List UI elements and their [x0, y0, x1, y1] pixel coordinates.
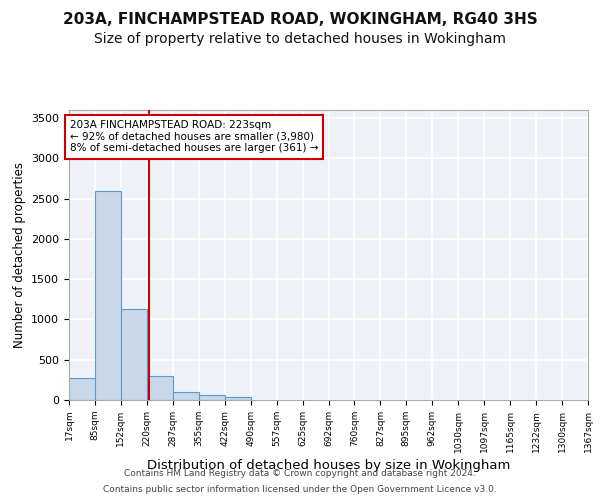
- Text: 203A FINCHAMPSTEAD ROAD: 223sqm
← 92% of detached houses are smaller (3,980)
8% : 203A FINCHAMPSTEAD ROAD: 223sqm ← 92% of…: [70, 120, 318, 154]
- Y-axis label: Number of detached properties: Number of detached properties: [13, 162, 26, 348]
- Text: Size of property relative to detached houses in Wokingham: Size of property relative to detached ho…: [94, 32, 506, 46]
- Bar: [147, 376, 173, 400]
- Bar: [69, 378, 95, 400]
- X-axis label: Distribution of detached houses by size in Wokingham: Distribution of detached houses by size …: [147, 459, 510, 472]
- Bar: [199, 395, 225, 400]
- Bar: [225, 397, 251, 400]
- Text: Contains HM Land Registry data © Crown copyright and database right 2024.: Contains HM Land Registry data © Crown c…: [124, 468, 476, 477]
- Text: Contains public sector information licensed under the Open Government Licence v3: Contains public sector information licen…: [103, 485, 497, 494]
- Bar: [173, 392, 199, 400]
- Bar: [121, 309, 147, 400]
- Text: 203A, FINCHAMPSTEAD ROAD, WOKINGHAM, RG40 3HS: 203A, FINCHAMPSTEAD ROAD, WOKINGHAM, RG4…: [62, 12, 538, 28]
- Bar: [95, 190, 121, 400]
